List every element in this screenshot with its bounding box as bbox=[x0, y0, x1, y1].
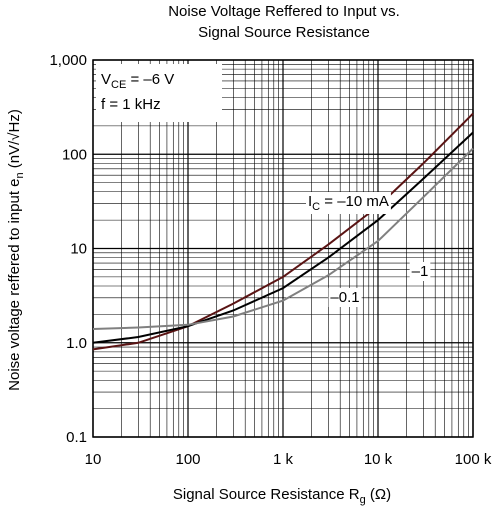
series-label-background bbox=[328, 288, 362, 307]
y-tick-label: 1.0 bbox=[66, 335, 87, 352]
chart-title: Signal Source Resistance bbox=[198, 24, 370, 41]
condition-text-part: CE bbox=[111, 79, 126, 91]
series-label-part: = –10 mA bbox=[320, 193, 389, 210]
series-line bbox=[92, 112, 474, 351]
y-axis-label-part: n bbox=[14, 172, 26, 178]
condition-text: VCE = –6 V bbox=[101, 71, 174, 91]
series-label-part: –0.1 bbox=[330, 289, 359, 306]
series-label-part: –1 bbox=[412, 263, 429, 280]
x-tick-label: 100 bbox=[175, 451, 200, 468]
conditions-box bbox=[96, 64, 222, 122]
x-tick-label: 100 k bbox=[455, 451, 492, 468]
x-axis-label-part: g bbox=[360, 494, 366, 506]
series-label-part: C bbox=[312, 201, 320, 213]
y-tick-label: 100 bbox=[62, 146, 87, 163]
condition-text-part: f = 1 kHz bbox=[101, 96, 161, 113]
x-tick-label: 10 bbox=[85, 451, 102, 468]
condition-text-part: = –6 V bbox=[126, 71, 174, 88]
condition-text: f = 1 kHz bbox=[101, 96, 161, 113]
series-label: IC = –10 mA bbox=[308, 193, 389, 213]
y-axis-label-part: Noise voltage reffered to input e bbox=[6, 179, 23, 391]
y-tick-label: 0.1 bbox=[66, 429, 87, 446]
x-axis-label: Signal Source Resistance Rg (Ω) bbox=[173, 486, 391, 506]
x-tick-label: 10 k bbox=[364, 451, 393, 468]
x-tick-label: 1 k bbox=[273, 451, 294, 468]
series-label: –0.1 bbox=[330, 289, 359, 306]
y-tick-label: 1,000 bbox=[49, 52, 87, 69]
series-line bbox=[92, 147, 474, 330]
y-axis-label-part: (nV/√Hz) bbox=[6, 109, 23, 172]
plot-border bbox=[92, 59, 474, 438]
chart-title: Noise Voltage Reffered to Input vs. bbox=[168, 3, 400, 20]
y-axis-label: Noise voltage reffered to input en (nV/√… bbox=[6, 109, 26, 391]
condition-text-part: V bbox=[101, 71, 111, 88]
series-label: –1 bbox=[412, 263, 429, 280]
x-axis-label-part: (Ω) bbox=[366, 486, 391, 503]
series-label-background bbox=[306, 192, 391, 214]
y-tick-label: 10 bbox=[70, 241, 87, 258]
series-line bbox=[92, 131, 474, 344]
x-axis-label-part: Signal Source Resistance R bbox=[173, 486, 360, 503]
series-label-part: I bbox=[308, 193, 312, 210]
series-label-background bbox=[409, 262, 431, 281]
